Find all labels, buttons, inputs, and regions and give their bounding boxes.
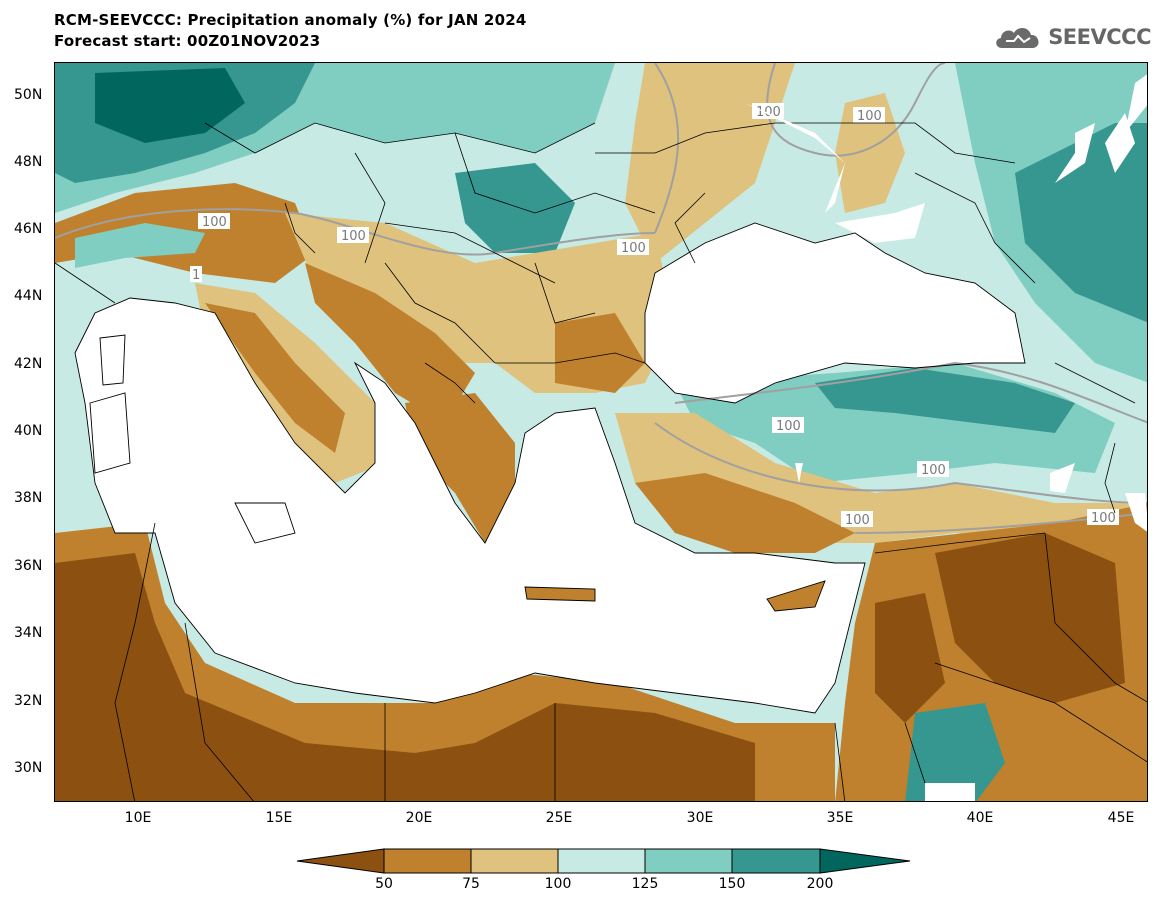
anomaly-map: 100 100 100 100 100 100 100 100 1 100 <box>55 63 1147 801</box>
lat-label: 48N <box>14 154 43 170</box>
region-turkey-taurus-dry <box>635 473 855 553</box>
contour-label: 100 <box>857 109 882 124</box>
lon-label: 15E <box>265 810 293 826</box>
map-title: RCM-SEEVCCC: Precipitation anomaly (%) f… <box>54 11 527 29</box>
colorbar-tick: 75 <box>462 876 480 892</box>
region-russia-very-wet <box>1015 123 1147 323</box>
colorbar-segment-100-125 <box>557 848 646 874</box>
region-italy-very-dry <box>205 303 345 453</box>
region-dinaric-dry <box>305 263 475 423</box>
sea-black-sea <box>645 223 1025 403</box>
island-crete <box>525 587 595 601</box>
region-turkey-black-sea-coast <box>815 368 1075 433</box>
lon-label: 30E <box>686 810 714 826</box>
contour-label: 1 <box>192 268 200 283</box>
logo-text: SEEVCCC <box>1048 25 1151 49</box>
region-jordan-very-dry <box>875 593 945 723</box>
colorbar-tick: 125 <box>631 876 659 892</box>
lat-label: 42N <box>14 356 43 372</box>
cloud-icon <box>996 27 1039 48</box>
masked-areas <box>745 74 1147 801</box>
lat-label: 34N <box>14 625 43 641</box>
contour-label: 100 <box>776 419 801 434</box>
contour-label: 100 <box>845 513 870 528</box>
sea-mediterranean <box>75 298 865 713</box>
colorbar-segment-above-200 <box>819 848 911 874</box>
lon-label: 40E <box>966 810 994 826</box>
colorbar-segment-below-50 <box>296 848 385 874</box>
country-borders <box>55 122 1147 801</box>
colorbar-segment-125-150 <box>644 848 733 874</box>
lat-label: 38N <box>14 490 43 506</box>
seevccc-logo: SEEVCCC <box>992 22 1151 52</box>
colorbar-tick: 50 <box>375 876 393 892</box>
coastlines <box>74 222 1026 714</box>
contour-100-lines <box>55 63 1147 534</box>
lon-label: 20E <box>405 810 433 826</box>
lat-label: 46N <box>14 221 43 237</box>
lat-label: 50N <box>14 87 43 103</box>
colorbar-tick: 100 <box>544 876 572 892</box>
lon-label: 45E <box>1107 810 1135 826</box>
region-syria-very-dry <box>935 533 1125 703</box>
sea-azov <box>835 203 925 243</box>
lat-label: 30N <box>14 760 43 776</box>
region-bulgaria-dry <box>555 313 645 393</box>
contour-label: 100 <box>921 463 946 478</box>
island-cyprus <box>767 581 825 611</box>
region-saudi-wet <box>905 703 1005 801</box>
colorbar-segment-50-75 <box>383 848 472 874</box>
colorbar-tick: 150 <box>718 876 746 892</box>
contour-label: 100 <box>1091 511 1116 526</box>
lat-label: 32N <box>14 693 43 709</box>
region-greece-dry <box>405 393 515 543</box>
colorbar <box>296 848 911 874</box>
colorbar-tick: 200 <box>806 876 834 892</box>
region-alps-wet-strip <box>75 223 205 268</box>
map-panel: 100 100 100 100 100 100 100 100 1 100 <box>54 62 1148 802</box>
lon-label: 10E <box>124 810 152 826</box>
lat-label: 40N <box>14 423 43 439</box>
colorbar-segment-75-100 <box>470 848 559 874</box>
header: RCM-SEEVCCC: Precipitation anomaly (%) f… <box>54 10 526 52</box>
lon-label: 35E <box>826 810 854 826</box>
contour-label: 100 <box>202 215 227 230</box>
forecast-start: Forecast start: 00Z01NOV2023 <box>54 32 321 50</box>
colorbar-segment-150-200 <box>731 848 821 874</box>
lat-label: 36N <box>14 558 43 574</box>
contour-label: 100 <box>621 241 646 256</box>
lon-label: 25E <box>545 810 573 826</box>
lat-label: 44N <box>14 288 43 304</box>
contour-label: 100 <box>341 229 366 244</box>
region-hungary-wet <box>455 163 575 253</box>
region-sahara-very-dry <box>55 553 755 801</box>
